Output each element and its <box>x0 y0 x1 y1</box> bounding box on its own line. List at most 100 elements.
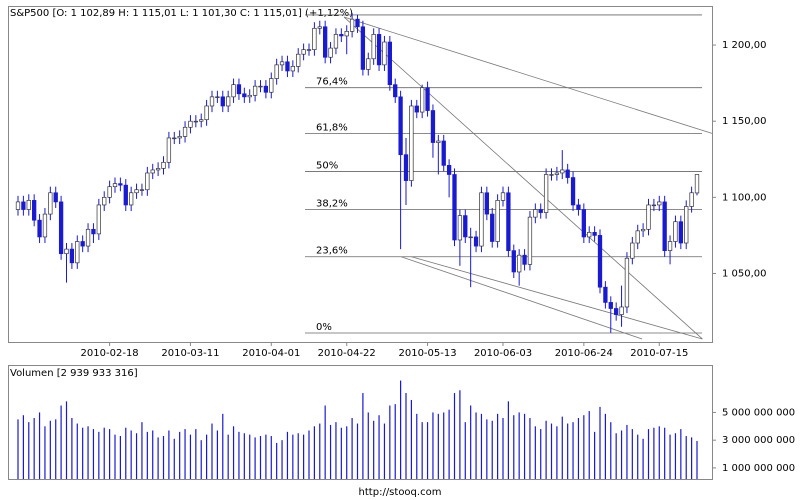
candle-body <box>182 126 188 137</box>
candle-body <box>172 137 177 140</box>
candle-body <box>376 34 382 66</box>
candle-body <box>199 119 204 122</box>
candle-body <box>608 302 613 309</box>
candle-body <box>134 189 139 194</box>
candle-body <box>543 174 549 213</box>
x-tick-label: 2010-02-18 <box>81 348 139 359</box>
candle-body <box>215 96 220 98</box>
y-tick-label: 1 150,00 <box>722 116 767 127</box>
candle-body <box>500 192 506 201</box>
x-tick-label: 2010-06-24 <box>555 348 613 359</box>
candle-body <box>306 49 312 51</box>
candle-body <box>296 53 301 67</box>
candle-body <box>247 94 252 98</box>
candle-body <box>107 186 112 198</box>
candle-body <box>640 228 646 232</box>
candle-body <box>667 241 673 251</box>
candle-body <box>317 26 322 29</box>
candle-body <box>430 110 436 143</box>
candle-body <box>425 87 430 111</box>
candle-body <box>269 78 274 93</box>
candle-body <box>565 169 570 178</box>
candle-body <box>517 254 522 273</box>
candle-body <box>339 34 344 37</box>
candle-body <box>420 87 425 113</box>
candle-body <box>689 192 694 207</box>
candle-body <box>204 105 209 121</box>
candle-body <box>592 232 597 236</box>
candle-body <box>15 201 21 210</box>
candle-body <box>511 250 516 273</box>
candle-body <box>236 84 242 95</box>
candle-body <box>538 209 543 213</box>
candle-body <box>371 34 376 60</box>
candle-body <box>533 209 538 218</box>
candle-body <box>26 200 31 210</box>
x-tick-label: 2010-03-11 <box>161 348 219 359</box>
candle-body <box>414 105 419 113</box>
candle-body <box>118 183 123 186</box>
x-tick-label: 2010-04-22 <box>318 348 376 359</box>
candle-body <box>570 177 576 206</box>
candle-body <box>393 84 398 98</box>
candle-body <box>285 61 290 72</box>
candle-body <box>123 184 128 206</box>
candle-body <box>506 192 511 251</box>
y-tick-label: 1 050,00 <box>722 268 767 279</box>
candle-body <box>91 228 96 235</box>
trend-line <box>343 16 713 134</box>
candle-body <box>161 161 166 169</box>
candle-body <box>684 206 689 244</box>
candle-body <box>678 221 683 244</box>
candle-body <box>452 174 457 241</box>
candle-body <box>69 248 75 264</box>
candle-body <box>279 61 285 66</box>
candle-body <box>360 26 366 70</box>
fib-label: 76,4% <box>316 77 348 88</box>
candle-body <box>436 140 441 143</box>
trend-line <box>401 256 643 340</box>
candle-body <box>53 192 58 203</box>
candle-body <box>32 200 37 221</box>
candle-body <box>177 136 182 139</box>
candle-body <box>597 235 603 288</box>
candle-body <box>58 201 64 255</box>
candle-body <box>694 174 700 194</box>
candle-body <box>301 49 306 55</box>
candle-body <box>646 204 651 230</box>
candle-body <box>344 31 349 37</box>
volume-panel <box>8 365 713 480</box>
candle-body <box>468 236 473 239</box>
candle-body <box>48 192 53 215</box>
y-tick-label: 3 000 000 000 <box>722 435 795 446</box>
candle-body <box>155 168 161 171</box>
candle-body <box>328 47 333 58</box>
candle-body <box>349 18 355 32</box>
candle-body <box>630 242 635 259</box>
candle-body <box>603 286 608 303</box>
candle-body <box>274 64 279 79</box>
candle-body <box>263 85 269 93</box>
candle-body <box>490 213 495 242</box>
fib-label: 61,8% <box>316 122 348 133</box>
candle-body <box>290 66 295 72</box>
x-tick-label: 2010-04-01 <box>242 348 300 359</box>
price-panel <box>8 6 713 343</box>
candle-body <box>581 209 586 238</box>
candle-body <box>457 215 463 241</box>
candle-body <box>323 26 328 58</box>
chart-title: S&P500 [O: 1 102,89 H: 1 115,01 L: 1 101… <box>10 8 353 19</box>
candle-body <box>441 140 446 166</box>
y-tick-label: 1 000 000 000 <box>722 463 795 474</box>
candle-body <box>409 105 414 181</box>
candle-body <box>662 201 667 251</box>
candle-body <box>166 137 172 163</box>
candle-body <box>42 213 48 238</box>
candle-body <box>635 230 640 244</box>
candle-body <box>231 84 236 98</box>
candle-body <box>312 27 317 50</box>
y-tick-label: 1 200,00 <box>722 40 767 51</box>
